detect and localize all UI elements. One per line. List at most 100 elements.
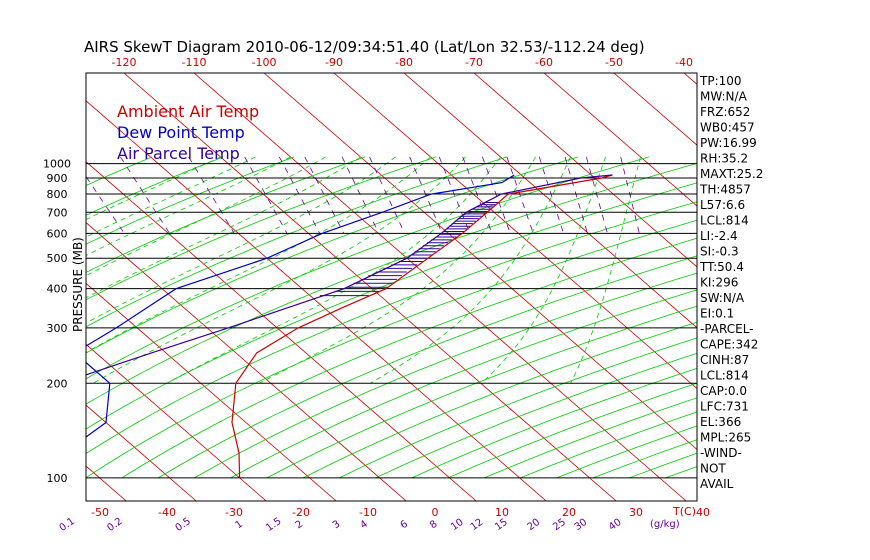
dry-adiabat-line: [86, 201, 697, 455]
series-layer: [86, 174, 613, 478]
isotherm-line: [193, 73, 687, 501]
isotherm-line: [543, 73, 697, 207]
mixing-ratio-tick-label: 12: [469, 517, 486, 533]
isotherm-line: [86, 343, 267, 501]
pressure-tick-label: 800: [47, 188, 68, 201]
stat-item: CAP:0.0: [700, 384, 747, 398]
x-unit-label: T(C): [672, 505, 696, 518]
mixing-ratio-line: [369, 156, 405, 234]
moist-adiabat-line: [86, 156, 396, 324]
stat-item: EI:0.1: [700, 307, 734, 321]
dry-adiabat-line: [86, 156, 295, 245]
stat-item: KI:296: [700, 276, 738, 290]
mixing-unit-label: (g/kg): [650, 519, 680, 530]
stat-item: WB0:457: [700, 121, 755, 135]
isotherm-line: [403, 73, 697, 329]
top-temp-tick-label: -90: [325, 56, 343, 69]
mixing-ratio-tick-label: 20: [525, 517, 542, 533]
dry-adiabat-line: [86, 156, 224, 216]
stat-item: CINH:87: [700, 353, 749, 367]
mixing-ratio-line: [462, 156, 493, 234]
dry-adiabat-line: [0, 157, 81, 478]
moist-adiabat-line: [86, 156, 361, 299]
stat-item: TH:4857: [699, 183, 751, 197]
dry-adiabat-line: [810, 157, 870, 478]
stat-item: MAXT:25.2: [700, 167, 763, 181]
stat-item: FRZ:652: [700, 105, 750, 119]
dry-adiabat-line: [86, 156, 508, 328]
stat-item: MPL:265: [700, 431, 751, 445]
isotherm-line: [86, 404, 197, 501]
dry-adiabat-line: [86, 156, 153, 186]
mixing-ratio-line: [482, 156, 511, 234]
y-axis-label: PRESSURE (MB): [71, 237, 85, 332]
dry-adiabat-line: [738, 157, 870, 478]
top-temp-tick-label: -80: [395, 56, 413, 69]
pressure-tick-label: 200: [47, 377, 68, 390]
pressure-tick-label: 100: [47, 472, 68, 485]
dry-adiabat-line: [157, 255, 697, 479]
isotherm-line: [86, 100, 547, 501]
mixing-ratio-line: [538, 156, 564, 234]
moist-adiabat-line: [86, 156, 221, 221]
bottom-temp-tick-label: -20: [292, 506, 310, 519]
stat-item: LI:-2.4: [700, 229, 738, 243]
mixing-ratio-axis: 0.1 0.2 0.5 1 1.5 2 3 4 6 8 10 12 15 20 25 30 40: [58, 516, 624, 534]
dry-adiabat-line: [774, 157, 870, 478]
isotherm-line: [86, 222, 407, 501]
legend: Ambient Air Temp Dew Point Temp Air Parcel…: [117, 102, 259, 163]
top-temp-tick-label: -120: [112, 56, 137, 69]
isotherm-line: [86, 282, 337, 501]
mixing-ratio-line: [341, 156, 380, 234]
dew-point-temp-line: [86, 174, 515, 438]
moist-adiabat-line: [86, 156, 256, 238]
moist-adiabat-line: [258, 156, 536, 384]
mixing-ratio-line: [278, 156, 321, 234]
isotherm-line: [263, 73, 697, 451]
dry-adiabat-line: [847, 157, 870, 478]
mixing-ratio-tick-label: 25: [551, 517, 568, 533]
stat-item: TT:50.4: [699, 260, 744, 274]
moist-adiabat-line: [369, 156, 571, 384]
stat-item: LCL:814: [700, 214, 749, 228]
bottom-temp-tick-label: 0: [432, 506, 439, 519]
mixing-ratio-line: [620, 156, 640, 234]
mixing-ratio-line: [438, 156, 471, 234]
mixing-ratio-tick-label: 15: [493, 517, 510, 533]
ambient-air-temp-line: [231, 174, 613, 478]
moist-adiabat-line: [166, 156, 501, 384]
dry-adiabat-line: [447, 382, 697, 479]
moist-adiabat-line: [86, 156, 291, 256]
stat-item: SI:-0.3: [700, 245, 739, 259]
dry-adiabat-line: [86, 156, 366, 273]
isotherm-line: [473, 73, 697, 268]
mixing-ratio-tick-label: 30: [573, 517, 590, 533]
bottom-temp-tick-label: 10: [495, 506, 509, 519]
top-temp-tick-label: -40: [675, 56, 693, 69]
stat-item: NOT: [700, 462, 726, 476]
mixing-ratio-line: [86, 175, 125, 234]
pressure-tick-label: 500: [47, 252, 68, 265]
stat-item: MW:N/A: [700, 90, 748, 104]
bottom-temp-axis: -50 -40 -30 -20 -10 0 10 20 30 40: [91, 506, 710, 519]
mixing-ratio-line: [564, 156, 588, 234]
dry-adiabat-line: [86, 219, 697, 479]
top-temp-tick-label: -60: [535, 56, 553, 69]
stat-item: -WIND-: [700, 446, 742, 460]
top-temp-tick-label: -100: [252, 56, 277, 69]
mixing-ratio-line: [244, 156, 288, 234]
mixing-ratio-tick-label: 1: [234, 519, 246, 532]
stat-item: L57:6.6: [700, 198, 745, 212]
mixing-ratio-tick-label: 1.5: [264, 516, 283, 534]
dry-adiabat-line: [302, 321, 697, 479]
mixing-ratio-line: [409, 156, 443, 234]
isotherm-line: [86, 161, 477, 501]
legend-entry: Air Parcel Temp: [117, 144, 240, 163]
stat-item: AVAIL: [700, 477, 734, 491]
stat-item: EL:366: [700, 415, 741, 429]
mixing-ratio-tick-label: 0.5: [174, 516, 193, 534]
stat-item: CAPE:342: [700, 338, 758, 352]
dry-adiabat-line: [86, 182, 697, 430]
